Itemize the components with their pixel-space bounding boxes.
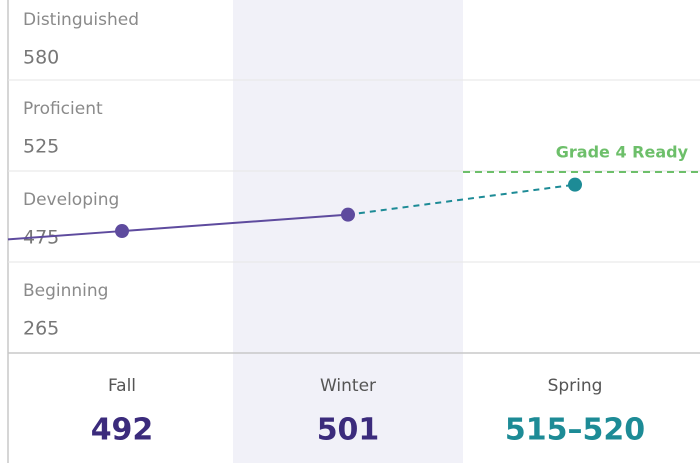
season-score: 501 bbox=[317, 413, 380, 448]
actual-line bbox=[121, 213, 349, 233]
trend-lead-in bbox=[7, 230, 123, 241]
season-name: Fall bbox=[108, 376, 136, 396]
season-name: Spring bbox=[548, 376, 603, 396]
band-name: Developing bbox=[23, 190, 119, 210]
band-name: Distinguished bbox=[23, 10, 139, 30]
band-score: 265 bbox=[23, 318, 59, 340]
band-score: 580 bbox=[23, 47, 59, 69]
season-score: 492 bbox=[91, 413, 154, 448]
score-point bbox=[341, 207, 355, 222]
band-name: Proficient bbox=[23, 99, 103, 119]
band-score: 525 bbox=[23, 136, 59, 158]
grade-ready-label: Grade 4 Ready bbox=[556, 143, 689, 162]
season-name: Winter bbox=[320, 376, 376, 396]
winter-column-shade bbox=[233, 0, 463, 463]
score-point bbox=[115, 224, 129, 239]
band-name: Beginning bbox=[23, 281, 108, 301]
season-score: 515–520 bbox=[505, 413, 645, 448]
projected-line bbox=[347, 183, 576, 216]
score-point bbox=[568, 177, 582, 192]
